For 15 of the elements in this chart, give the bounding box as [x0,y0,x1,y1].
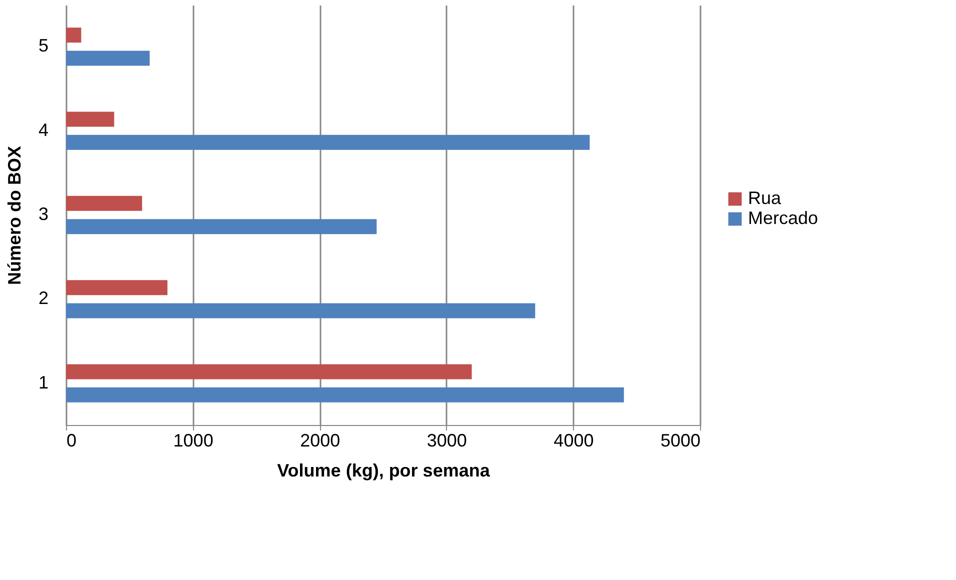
x-tick-label: 2000 [300,430,340,450]
y-tick-label: 5 [38,36,48,56]
y-tick-label: 2 [38,288,48,308]
legend-label: Rua [748,188,782,208]
x-tick-label: 5000 [660,430,700,450]
y-axis-title: Número do BOX [4,146,24,286]
x-tick-label: 0 [66,430,77,450]
y-tick-label: 1 [38,372,48,392]
y-tick-label: 4 [38,120,48,140]
x-axis-title: Volume (kg), por semana [277,460,491,480]
x-tick-label: 4000 [554,430,594,450]
x-tick-label: 3000 [426,430,467,450]
legend-label: Mercado [748,208,818,228]
x-tick-label: 1000 [173,430,214,450]
y-tick-label: 3 [38,204,48,224]
